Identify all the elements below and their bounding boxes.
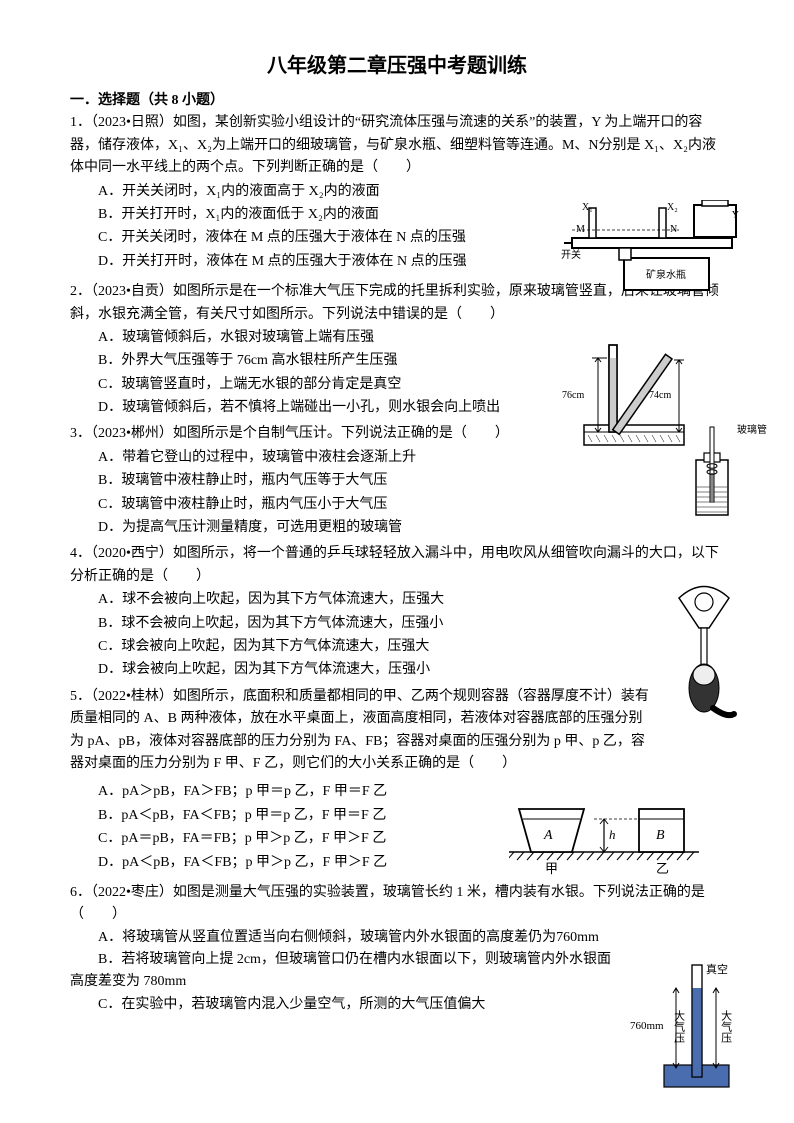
question-6: 6．（2022•枣庄）如图是测量大气压强的实验装置，玻璃管长约 1 米，槽内装有… bbox=[70, 882, 724, 1016]
q4-figure bbox=[669, 580, 739, 730]
q6-fig-p1: 大气压 bbox=[669, 1010, 687, 1043]
q6-fig-vac: 真空 bbox=[706, 962, 728, 980]
q3-opt-B: B．玻璃管中液柱静止时，瓶内气压等于大气压 bbox=[98, 470, 724, 492]
q1-stem: 1．（2023•日照）如图，某创新实验小组设计的“研究流体压强与流速的关系”的装… bbox=[70, 112, 724, 179]
q6-opt-B: B．若将玻璃管向上提 2cm，但玻璃管口仍在槽内水银面以下，则玻璃管内外水银面高… bbox=[70, 949, 724, 994]
q6-opt-A: A．将玻璃管从竖直位置适当向右侧倾斜，玻璃管内外水银面的高度差仍为760mm bbox=[70, 927, 724, 949]
q1-figure: X₁ X₂ Y M N 开关 矿泉水瓶 bbox=[564, 200, 739, 295]
q5-fig-A: A bbox=[544, 825, 553, 847]
q5-fig-h: h bbox=[609, 825, 616, 846]
q6-opt-C: C．在实验中，若玻璃管内混入少量空气，所测的大气压值偏大 bbox=[70, 994, 724, 1016]
q1-fig-Y: Y bbox=[732, 208, 739, 224]
q5-fig-jia: 甲 bbox=[545, 859, 558, 880]
q3-opt-A: A．带着它登山的过程中，玻璃管中液柱会逐渐上升 bbox=[98, 447, 724, 469]
q1-fig-N: N bbox=[670, 222, 677, 238]
q5-figure: A B h 甲 乙 bbox=[509, 797, 699, 877]
q3-figure: 玻璃管 bbox=[684, 425, 739, 520]
q4-options: A．球不会被向上吹起，因为其下方气体流速大，压强大 B．球不会被向上吹起，因为其… bbox=[70, 589, 724, 682]
q4-opt-D: D．球会被向上吹起，因为其下方气体流速大，压强小 bbox=[98, 659, 724, 681]
section-heading: 一．选择题（共 8 小题） bbox=[70, 90, 724, 112]
q5-fig-yi: 乙 bbox=[656, 859, 669, 880]
q3-opt-D: D．为提高气压计测量精度，可选用更粗的玻璃管 bbox=[98, 517, 724, 539]
q1-fig-X1: X₁ bbox=[582, 200, 593, 216]
q2-fig-h1: 76cm bbox=[562, 388, 584, 404]
q4-stem: 4．（2020•西宁）如图所示，将一个普通的乒乓球轻轻放入漏斗中，用电吹风从细管… bbox=[70, 543, 724, 588]
q3-fig-label: 玻璃管 bbox=[737, 423, 767, 439]
q6-stem: 6．（2022•枣庄）如图是测量大气压强的实验装置，玻璃管长约 1 米，槽内装有… bbox=[70, 882, 724, 927]
q5-fig-B: B bbox=[656, 825, 665, 847]
q6-figure: 真空 760mm 大气压 大气压 bbox=[654, 960, 739, 1090]
page-title: 八年级第二章压强中考题训练 bbox=[70, 50, 724, 82]
q4-opt-C: C．球会被向上吹起，因为其下方气体流速大，压强大 bbox=[98, 636, 724, 658]
q5-stem: 5．（2022•桂林）如图所示，底面积和质量都相同的甲、乙两个规则容器（容器厚度… bbox=[70, 686, 724, 776]
question-4: 4．（2020•西宁）如图所示，将一个普通的乒乓球轻轻放入漏斗中，用电吹风从细管… bbox=[70, 543, 724, 681]
q1-fig-M: M bbox=[576, 222, 585, 238]
q2-fig-h2: 74cm bbox=[649, 388, 671, 404]
q1-fig-X2: X₂ bbox=[667, 200, 678, 216]
q1-fig-switch: 开关 bbox=[561, 248, 581, 264]
q4-opt-A: A．球不会被向上吹起，因为其下方气体流速大，压强大 bbox=[98, 589, 724, 611]
q1-fig-bottle: 矿泉水瓶 bbox=[646, 268, 686, 284]
q6-fig-p2: 大气压 bbox=[716, 1010, 734, 1043]
q2-figure: 76cm 74cm bbox=[574, 340, 694, 450]
q3-opt-C: C．玻璃管中液柱静止时，瓶内气压小于大气压 bbox=[98, 494, 724, 516]
q6-fig-h: 760mm bbox=[630, 1018, 664, 1036]
q3-options: A．带着它登山的过程中，玻璃管中液柱会逐渐上升 B．玻璃管中液柱静止时，瓶内气压… bbox=[70, 447, 724, 540]
q4-opt-B: B．球不会被向上吹起，因为其下方气体流速大，压强小 bbox=[98, 613, 724, 635]
